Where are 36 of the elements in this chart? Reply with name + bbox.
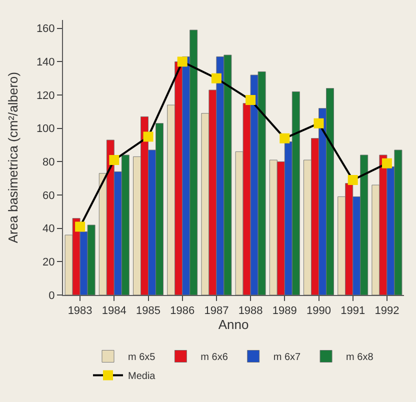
- x-tick-label: 1990: [306, 305, 331, 318]
- point: [75, 222, 86, 232]
- legend-label: m 6x6: [200, 352, 228, 364]
- y-tick-label: 160: [36, 23, 55, 36]
- y-tick-label: 80: [42, 156, 55, 169]
- x-tick-label: 1984: [102, 305, 126, 318]
- y-tick-label: 20: [42, 256, 55, 269]
- x-tick-label: 1989: [272, 305, 297, 318]
- point: [109, 155, 120, 165]
- x-tick-label: 1987: [204, 305, 229, 318]
- point: [314, 118, 324, 128]
- point: [177, 56, 188, 67]
- legend-label: Media: [128, 371, 156, 382]
- y-axis-title: Area basimetrica (cm²/albero): [5, 72, 20, 244]
- point: [382, 158, 392, 168]
- x-tick-label: 1992: [374, 305, 400, 318]
- y-tick-label: 140: [36, 56, 55, 69]
- y-tick-label: 40: [42, 223, 55, 236]
- x-tick-label: 1988: [238, 305, 263, 318]
- point: [211, 73, 222, 84]
- point: [246, 95, 256, 105]
- x-tick-label: 1985: [136, 305, 160, 318]
- point: [348, 175, 358, 185]
- x-tick-label: 1986: [170, 305, 195, 318]
- legend-label: m 6x7: [273, 352, 302, 364]
- point: [280, 133, 290, 144]
- x-tick-label: 1991: [340, 305, 366, 318]
- y-tick-label: 0: [48, 290, 55, 302]
- y-tick-label: 100: [36, 123, 55, 136]
- x-tick-label: 1983: [68, 305, 92, 318]
- x-axis-title: Anno: [218, 317, 249, 332]
- legend-label: m 6x5: [128, 352, 156, 364]
- point: [143, 132, 154, 142]
- legend-label: m 6x8: [346, 352, 374, 364]
- y-tick-label: 60: [42, 190, 55, 202]
- y-tick-label: 120: [36, 90, 55, 102]
